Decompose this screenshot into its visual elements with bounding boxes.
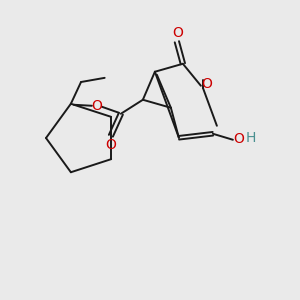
Text: O: O: [172, 26, 183, 40]
Text: O: O: [105, 138, 116, 152]
Text: H: H: [246, 131, 256, 145]
Text: O: O: [92, 99, 102, 113]
Text: O: O: [201, 77, 212, 91]
Text: O: O: [233, 132, 244, 146]
